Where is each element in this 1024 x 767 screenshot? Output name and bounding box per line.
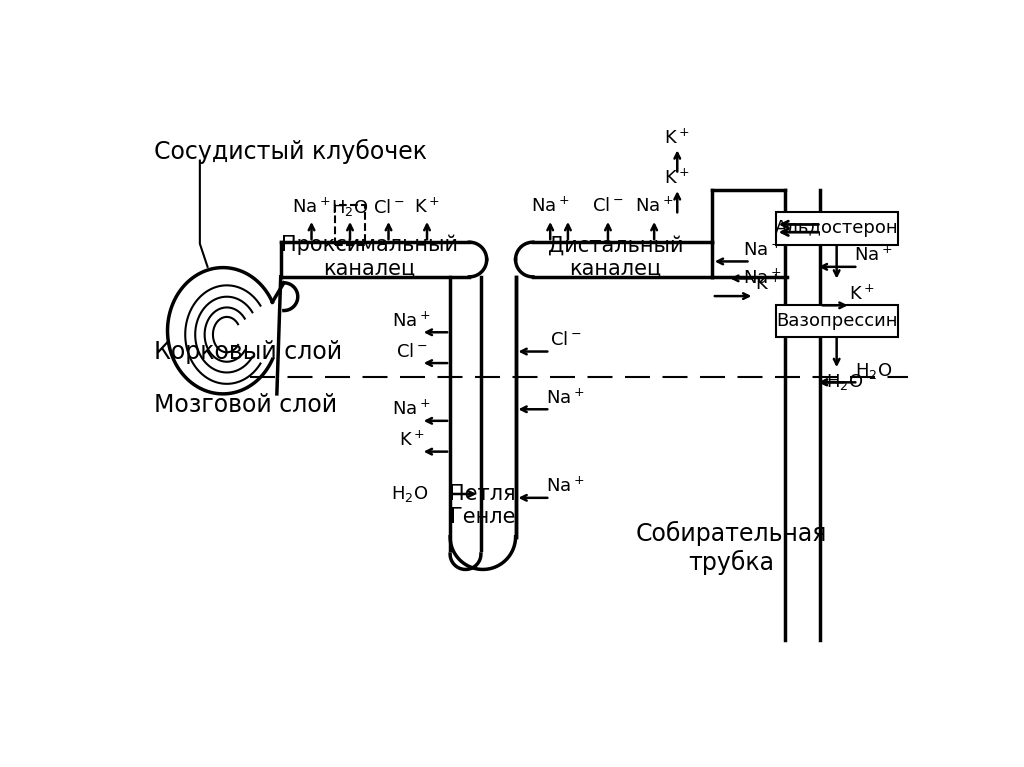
Text: Собирательная
трубка: Собирательная трубка xyxy=(636,521,826,575)
Text: Дистальный
каналец: Дистальный каналец xyxy=(548,235,683,278)
Text: H$_2$O: H$_2$O xyxy=(855,360,892,380)
Text: Na$^+$: Na$^+$ xyxy=(292,198,331,217)
Text: Сосудистый клубочек: Сосудистый клубочек xyxy=(154,139,427,164)
Text: Cl$^-$: Cl$^-$ xyxy=(373,199,404,216)
Text: Cl$^-$: Cl$^-$ xyxy=(550,331,582,349)
FancyBboxPatch shape xyxy=(776,304,898,337)
Text: Na$^+$: Na$^+$ xyxy=(392,400,431,419)
Text: Вазопрессин: Вазопрессин xyxy=(776,311,897,330)
Text: Na$^+$: Na$^+$ xyxy=(742,240,781,259)
Text: H$_2$O: H$_2$O xyxy=(391,484,429,504)
Text: K$^+$: K$^+$ xyxy=(398,430,425,449)
Text: K$^+$: K$^+$ xyxy=(665,169,690,188)
Text: Альдостерон: Альдостерон xyxy=(775,219,898,237)
Text: K$^+$: K$^+$ xyxy=(414,198,440,217)
Text: K$^+$: K$^+$ xyxy=(755,275,780,295)
Text: Na$^+$: Na$^+$ xyxy=(742,268,781,288)
Text: Na$^+$: Na$^+$ xyxy=(547,476,585,496)
Text: Cl$^-$: Cl$^-$ xyxy=(592,197,624,215)
Text: Na$^+$: Na$^+$ xyxy=(531,196,569,216)
Text: K$^+$: K$^+$ xyxy=(665,129,690,148)
Text: Петля
Генле: Петля Генле xyxy=(450,484,516,527)
Text: Корковый слой: Корковый слой xyxy=(154,340,342,364)
Text: Мозговой слой: Мозговой слой xyxy=(154,393,337,417)
Text: Na$^+$: Na$^+$ xyxy=(635,196,674,216)
Text: Na$^+$: Na$^+$ xyxy=(547,388,585,407)
Text: K$^+$: K$^+$ xyxy=(849,284,874,304)
Text: Na$^+$: Na$^+$ xyxy=(392,311,431,331)
Text: Проксимальный
каналец: Проксимальный каналец xyxy=(281,235,458,278)
Text: H$_2$O: H$_2$O xyxy=(825,372,863,393)
Text: Na$^+$: Na$^+$ xyxy=(854,245,893,265)
Text: Cl$^-$: Cl$^-$ xyxy=(396,343,427,360)
Text: H$_2$O: H$_2$O xyxy=(332,198,369,218)
FancyBboxPatch shape xyxy=(776,212,898,245)
